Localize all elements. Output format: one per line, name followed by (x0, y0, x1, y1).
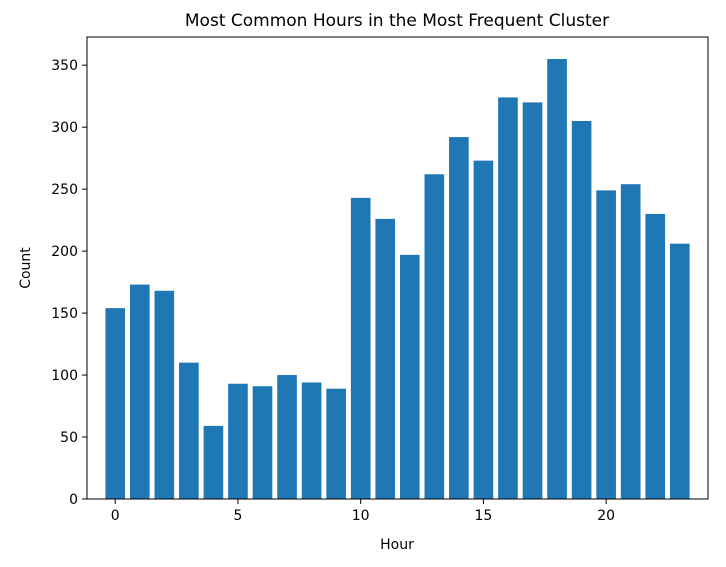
x-tick-label: 0 (111, 508, 120, 524)
y-tick-label: 100 (51, 368, 78, 384)
x-tick-label: 5 (233, 508, 242, 524)
y-tick-label: 0 (69, 492, 78, 508)
y-tick-label: 250 (51, 182, 78, 198)
y-axis-label: Count (18, 247, 34, 289)
bar-hour-21 (620, 184, 641, 499)
bar-hour-20 (596, 190, 616, 499)
bar-hour-13 (424, 174, 445, 499)
bar-hour-1 (129, 284, 150, 499)
y-tick-label: 150 (51, 306, 78, 322)
bar-hour-4 (203, 425, 224, 499)
plot-frame (86, 36, 709, 500)
x-tick-label: 10 (352, 508, 370, 524)
bar-hour-19 (571, 120, 592, 499)
bar-hour-0 (105, 308, 126, 499)
bar-hour-5 (228, 383, 248, 499)
bar-hour-18 (547, 59, 567, 499)
bar-hour-22 (645, 213, 666, 500)
x-tick-label: 20 (597, 508, 615, 524)
y-tick-label: 300 (51, 120, 78, 136)
chart-title: Most Common Hours in the Most Frequent C… (185, 11, 609, 31)
y-axis-ticks: 0 50 100 150 200 250 300 350 (51, 58, 87, 508)
bar-hour-10 (350, 197, 371, 499)
bar-hour-23 (669, 243, 690, 499)
bar-hour-3 (179, 362, 199, 499)
bar-hour-11 (375, 218, 396, 499)
bar-hour-12 (399, 254, 420, 499)
x-axis-label: Hour (380, 537, 414, 553)
bar-hour-16 (498, 97, 518, 499)
y-tick-label: 350 (51, 58, 78, 74)
bar-hour-7 (277, 375, 297, 499)
bar-hour-14 (449, 137, 469, 499)
bar-hour-17 (522, 102, 543, 499)
y-tick-label: 50 (60, 430, 78, 446)
bars-group (105, 59, 690, 500)
bar-hour-8 (301, 382, 322, 499)
bar-hour-6 (252, 386, 273, 499)
bar-hour-15 (473, 160, 494, 500)
bar-hour-2 (154, 290, 175, 499)
x-axis-ticks: 0 5 10 15 20 (111, 499, 615, 524)
y-tick-label: 200 (51, 244, 78, 260)
bar-hour-9 (326, 388, 346, 499)
x-tick-label: 15 (474, 508, 492, 524)
